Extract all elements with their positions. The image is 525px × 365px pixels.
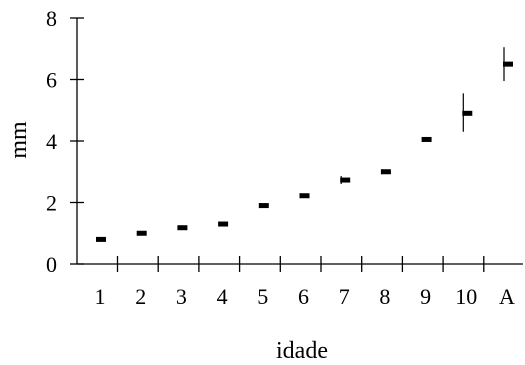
x-tick-label: 3 xyxy=(176,284,187,309)
data-point xyxy=(380,169,391,175)
data-point xyxy=(258,203,269,209)
x-tick-label: 7 xyxy=(339,284,350,309)
y-tick-label: 4 xyxy=(46,129,57,154)
x-tick-label: 8 xyxy=(379,284,390,309)
x-tick-label: 1 xyxy=(95,284,106,309)
y-tick-label: 2 xyxy=(46,191,57,216)
y-tick-label: 0 xyxy=(46,252,57,277)
x-tick-label: 6 xyxy=(298,284,309,309)
y-tick-label: 6 xyxy=(46,68,57,93)
x-tick-label: 4 xyxy=(217,284,228,309)
x-tick-label: 2 xyxy=(135,284,146,309)
data-point xyxy=(421,136,432,142)
data-point xyxy=(177,225,188,231)
y-tick-label: 8 xyxy=(46,6,57,31)
data-point xyxy=(218,221,229,227)
x-tick-label: 10 xyxy=(455,284,477,309)
x-tick-label: 5 xyxy=(257,284,268,309)
data-point xyxy=(136,230,147,236)
y-axis-label: mm xyxy=(6,121,32,159)
data-point xyxy=(462,110,473,116)
data-marks xyxy=(96,47,513,242)
x-axis-label: idade xyxy=(276,338,328,364)
data-point xyxy=(340,177,351,183)
x-tick-label: 9 xyxy=(420,284,431,309)
data-point xyxy=(299,193,310,199)
axes: 0 2 4 6 8 1 2 3 4 5 6 7 8 9 10 A xyxy=(46,6,523,309)
x-tick-label: A xyxy=(499,284,515,309)
data-point xyxy=(503,61,513,67)
data-point xyxy=(96,236,106,242)
